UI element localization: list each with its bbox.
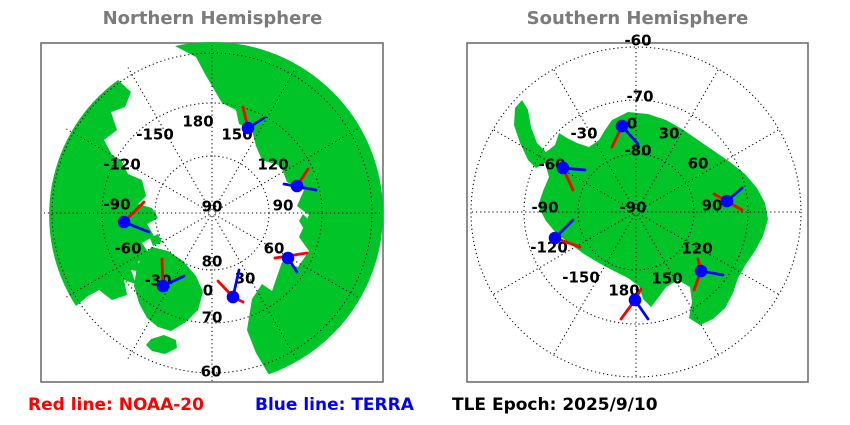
graticule-label: -60 <box>114 240 141 258</box>
graticule-label: -80 <box>624 142 651 160</box>
graticule-label: 120 <box>681 240 712 258</box>
legend-terra: Blue line: TERRA <box>255 395 414 415</box>
meridian-line <box>66 128 210 212</box>
satellite-marker <box>619 287 650 321</box>
satellite-marker <box>692 257 725 292</box>
graticule-label: 80 <box>202 253 223 271</box>
graticule-label: 60 <box>201 363 222 381</box>
satellite-marker <box>282 167 318 193</box>
satellite-dot <box>156 279 170 293</box>
satellite-marker <box>117 200 151 234</box>
graticule-label: 0 <box>203 282 213 300</box>
graticule-label: -150 <box>562 269 600 287</box>
satellite-marker <box>610 119 640 149</box>
graticule-label: -150 <box>136 126 174 144</box>
graticule-label: 120 <box>257 156 288 174</box>
graticule-label: -90 <box>103 196 130 214</box>
graticule-label: 90 <box>202 198 223 216</box>
graticule-label: 30 <box>235 270 256 288</box>
graticule-label: 60 <box>264 240 285 258</box>
graticule-label: -60 <box>624 32 651 50</box>
land-iceland <box>146 335 177 354</box>
graticule-label: 90 <box>273 197 294 215</box>
land-antarctic-island <box>494 86 500 92</box>
south-map-title: Southern Hemisphere <box>526 8 749 29</box>
satellite-dot <box>281 251 295 265</box>
latitude-circle <box>470 46 802 378</box>
meridian-line <box>127 67 211 211</box>
satellite-marker <box>156 257 186 293</box>
satellite-dot <box>720 194 734 208</box>
meridian-line <box>213 215 297 359</box>
satellite-dot <box>694 264 708 278</box>
satellite-marker <box>712 186 744 212</box>
graticule-label: -30 <box>570 125 597 143</box>
south-map-border <box>466 42 809 383</box>
legend-tle-epoch: TLE Epoch: 2025/9/10 <box>452 395 658 415</box>
satellite-dot <box>628 293 642 307</box>
satellite-dot <box>548 231 562 245</box>
north-marker-layer <box>117 105 318 304</box>
satellite-marker <box>216 268 245 304</box>
meridian-line <box>66 214 210 298</box>
land-eurasia <box>175 42 383 375</box>
graticule-label: 0 <box>627 115 637 133</box>
satellite-marker <box>241 105 266 135</box>
latitude-circle <box>577 153 695 271</box>
graticule-label: 30 <box>659 125 680 143</box>
satellite-marker <box>273 251 309 274</box>
graticule-label: 180 <box>182 113 213 131</box>
latitude-circle <box>523 99 749 325</box>
satellite-dot <box>226 290 240 304</box>
south-grid-layer <box>470 46 802 378</box>
satellite-dot <box>556 161 570 175</box>
satellite-dot <box>241 121 255 135</box>
graticule-label: 150 <box>651 270 682 288</box>
south-marker-layer <box>548 119 744 321</box>
legend-noaa20: Red line: NOAA-20 <box>28 395 204 415</box>
graticule-label: 60 <box>688 155 709 173</box>
meridian-line <box>213 67 297 211</box>
satellite-dot <box>615 119 629 133</box>
satellite-marker <box>556 161 587 192</box>
north-map-title: Northern Hemisphere <box>102 8 323 29</box>
graticule-label: -90 <box>531 199 558 217</box>
graticule-label: 90 <box>702 197 723 215</box>
meridian-line <box>127 215 211 359</box>
graticule-label: -120 <box>103 156 141 174</box>
satellite-dot <box>117 215 131 229</box>
graticule-label: -70 <box>626 88 653 106</box>
meridian-line <box>214 128 358 212</box>
graticule-label: -90 <box>619 199 646 217</box>
satellite-marker <box>548 218 582 249</box>
graticule-label: 70 <box>202 309 223 327</box>
satellite-dot <box>290 179 304 193</box>
land-novaya-zemlya <box>299 214 318 245</box>
